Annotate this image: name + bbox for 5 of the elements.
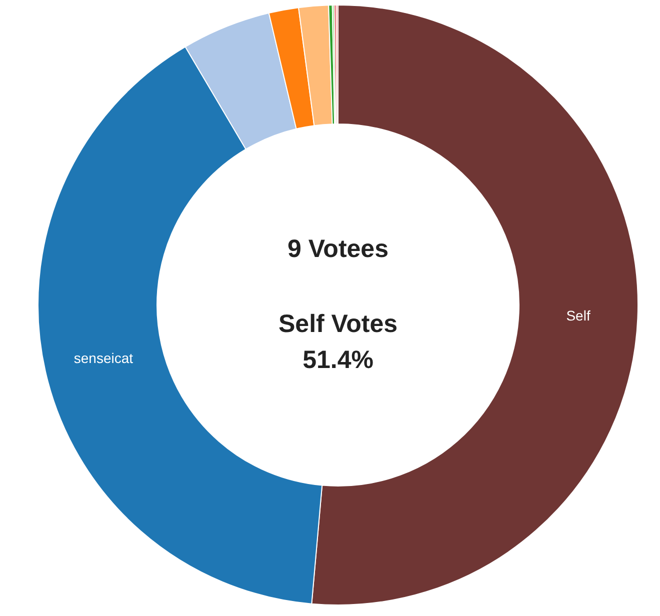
text: Self Votes	[278, 310, 398, 338]
text: 9 Votees	[288, 234, 388, 263]
slice-label: senseicat	[74, 350, 134, 366]
text: 51.4%	[302, 346, 374, 374]
slice-label: Self	[566, 307, 590, 324]
